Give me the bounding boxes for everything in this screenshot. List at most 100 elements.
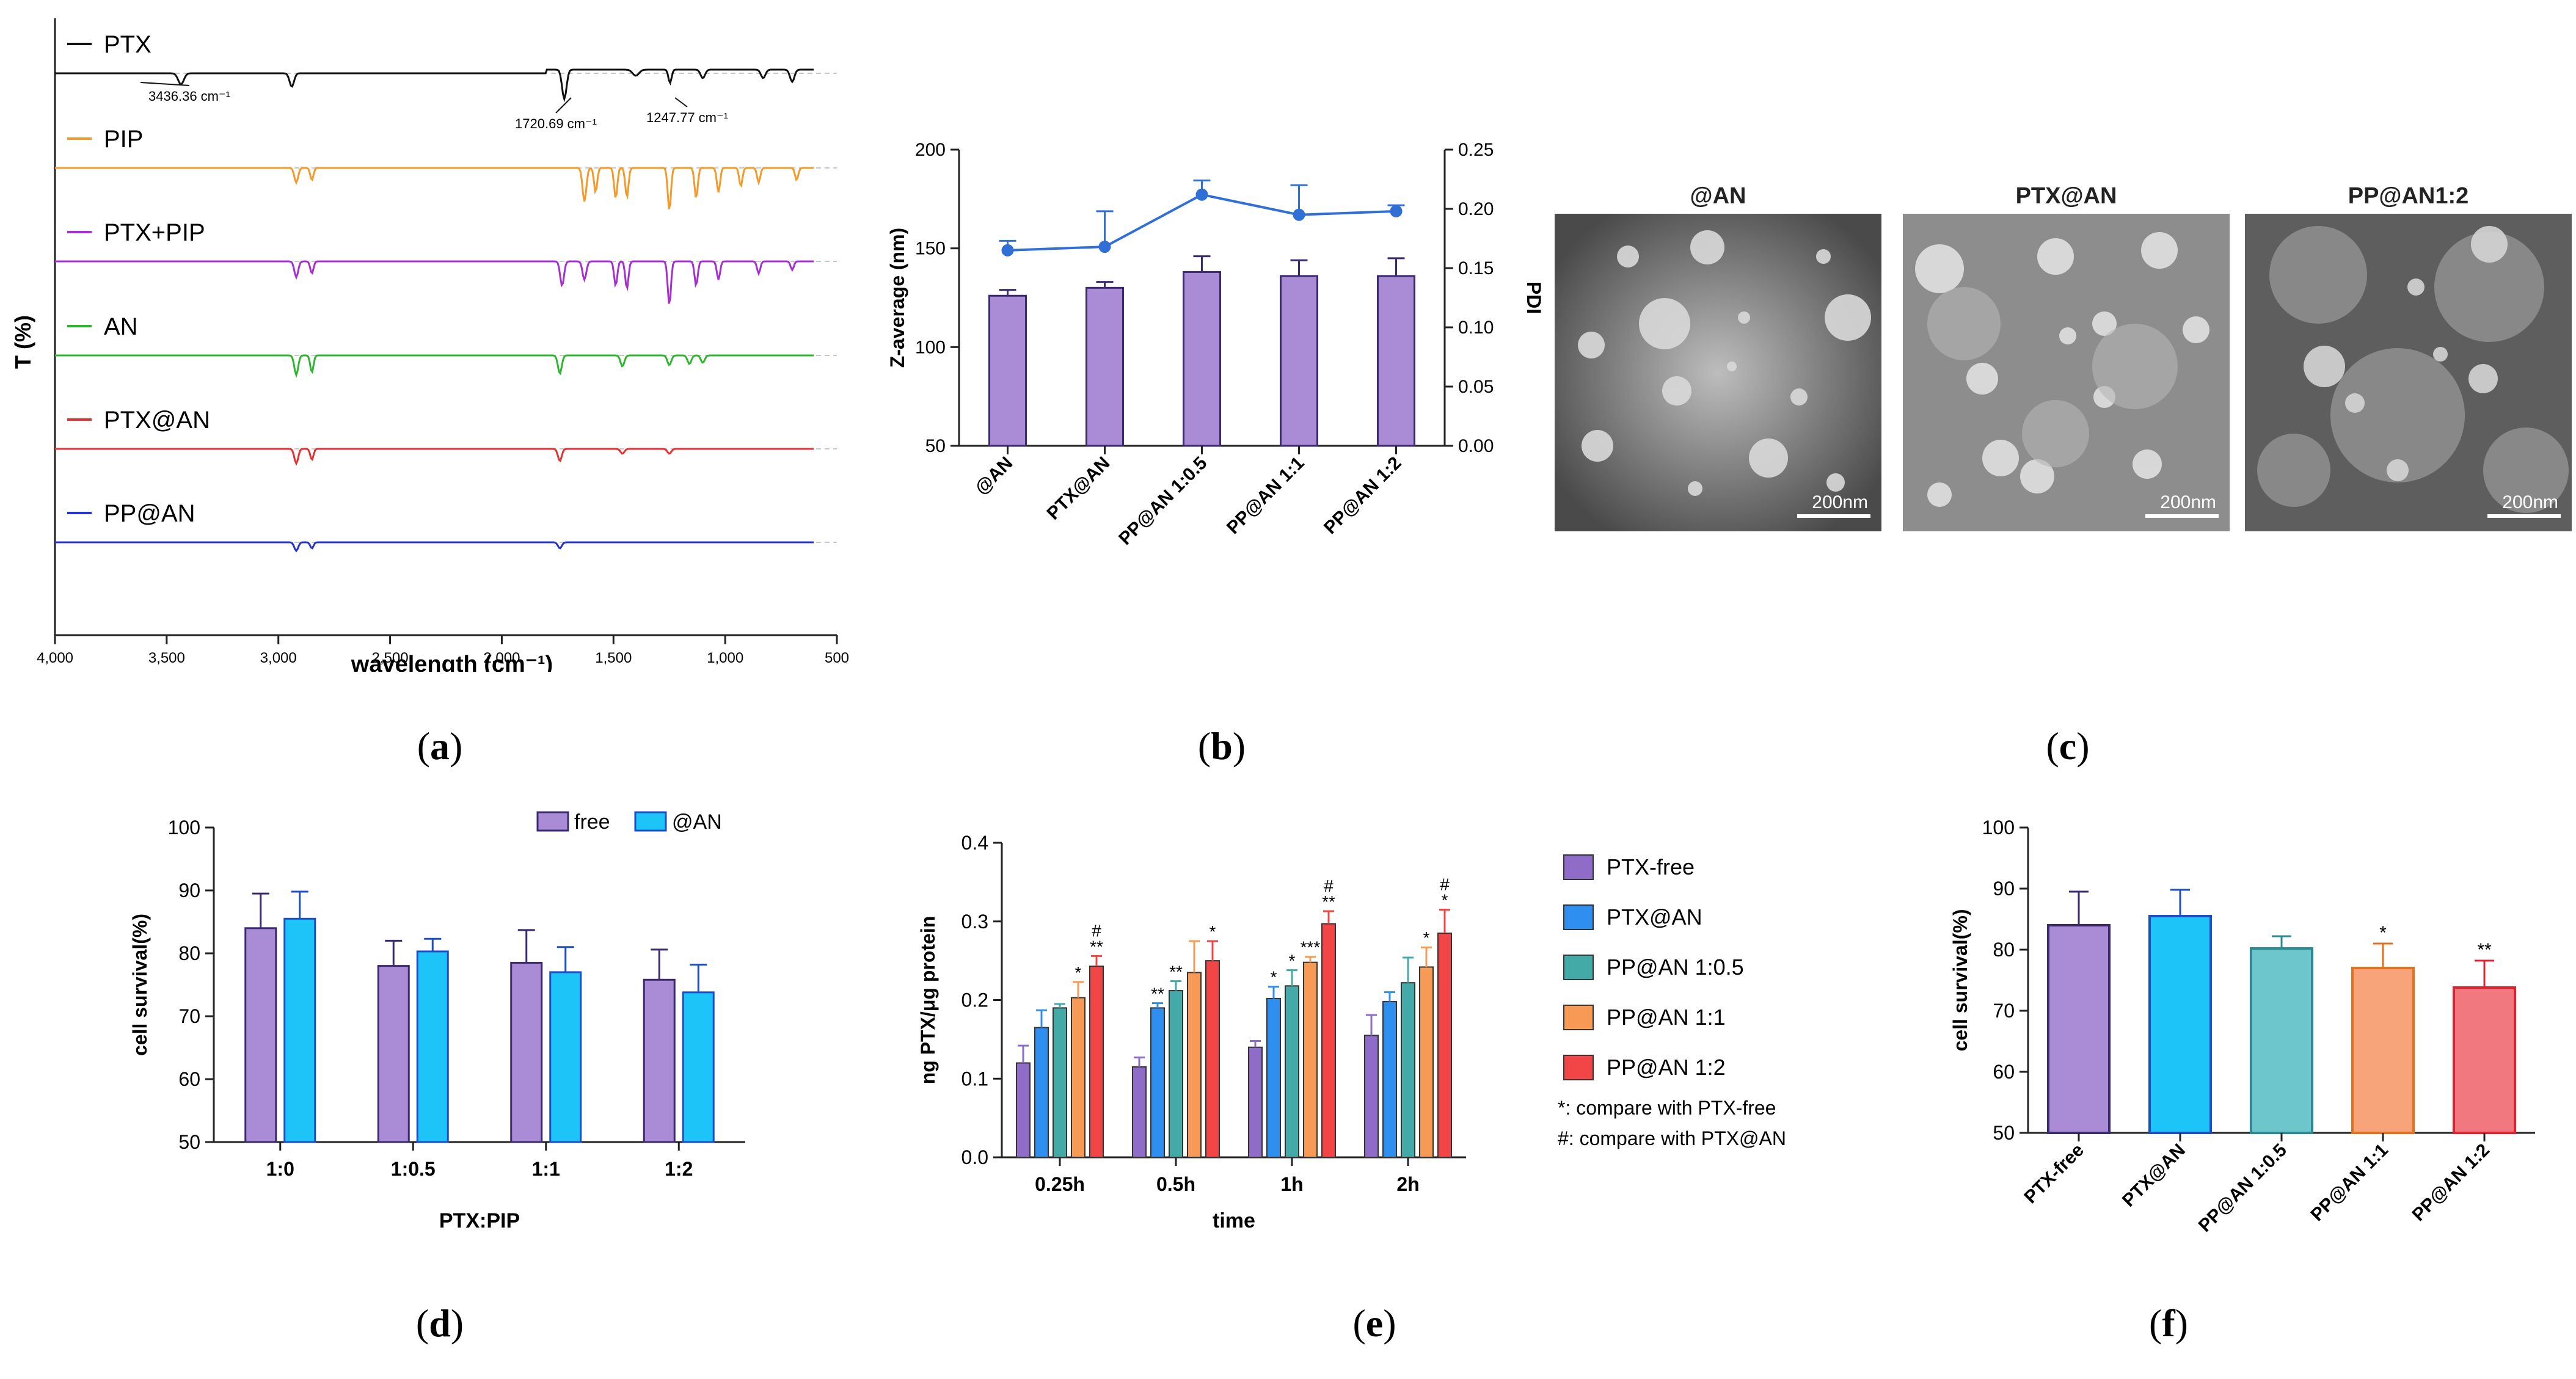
e-x-tick-label: 1h [1280, 1173, 1303, 1195]
ftir-trace-label: PTX+PIP [104, 219, 205, 246]
e-legend-swatch [1563, 904, 1594, 930]
ftir-x-tick-label: 3,500 [148, 650, 185, 666]
e-significance-mark: ** [1151, 984, 1164, 1003]
e-bar [1089, 966, 1104, 1158]
e-bar [1132, 1066, 1147, 1158]
scale-bar-2 [2145, 514, 2219, 518]
e-bar [1169, 990, 1183, 1158]
b-y2-tick-label: 0.10 [1458, 318, 1494, 338]
b-pdi-point [1390, 205, 1403, 217]
b-x-tick-label: PP@AN 1:2 [1320, 453, 1406, 539]
b-y-tick-label: 200 [915, 140, 946, 160]
b-x-tick-label: PTX@AN [1043, 453, 1114, 524]
ftir-trace-label: PP@AN [104, 500, 195, 527]
ftir-x-tick-label: 1,500 [595, 650, 632, 666]
f-x-tick-label: PP@AN 1:2 [2408, 1140, 2494, 1226]
e-legend-swatch [1563, 955, 1594, 980]
b-y-tick-label: 100 [915, 337, 946, 357]
e-legend-label: PP@AN 1:2 [1607, 1055, 1726, 1080]
e-y-tick-label: 0.3 [961, 911, 988, 933]
e-significance-hash: # [1440, 875, 1450, 893]
b-y2-tick-label: 0.15 [1458, 258, 1494, 278]
f-bar [2453, 986, 2516, 1134]
e-legend-label: PP@AN 1:1 [1607, 1005, 1726, 1030]
ftir-trace-label: PTX [104, 31, 151, 58]
e-bar [1285, 985, 1299, 1158]
e-bar [1071, 997, 1085, 1158]
d-legend-swatch [536, 811, 569, 832]
f-y-label: cell survival(%) [1949, 909, 1971, 1052]
b-y-label: Z-average (nm) [886, 228, 908, 368]
ftir-trace-label: PTX@AN [104, 407, 210, 434]
e-bar [1419, 966, 1434, 1159]
d-bar [643, 978, 676, 1143]
f-bar [2047, 924, 2111, 1134]
d-y-tick-label: 60 [178, 1068, 200, 1090]
e-significance-mark: * [1289, 951, 1296, 970]
ftir-trace-ptx-pip [55, 260, 814, 304]
e-bar [1321, 923, 1336, 1159]
e-y-tick-label: 0.4 [961, 832, 988, 854]
e-y-tick-label: 0.0 [961, 1146, 988, 1168]
f-y-tick-label: 70 [1993, 1000, 2015, 1022]
e-bar [1382, 1001, 1397, 1159]
ftir-x-label: wavelength (cm⁻¹) [351, 652, 553, 672]
f-significance-mark: * [2379, 923, 2387, 943]
e-significance-mark: * [1442, 890, 1448, 909]
e-significance-mark: * [1271, 968, 1277, 987]
e-significance-mark: ** [1322, 892, 1335, 911]
d-y-tick-label: 50 [178, 1131, 200, 1153]
e-bar [1266, 997, 1281, 1158]
dls-chart: 50 100 150 200 0.00 0.05 0.10 0.15 0.20 0.25 Z-ave… [886, 140, 1545, 549]
tem-title-1: @AN [1690, 183, 1746, 209]
b-bar [1085, 286, 1124, 447]
caption-c: (c) [2046, 724, 2090, 768]
b-y2-tick-label: 0.00 [1458, 436, 1494, 456]
e-bar [1034, 1027, 1049, 1158]
b-pdi-point [1293, 208, 1305, 221]
caption-b: (b) [1197, 724, 1246, 768]
d-x-tick-label: 1:0.5 [391, 1158, 436, 1180]
caption-e: (e) [1352, 1301, 1396, 1345]
d-legend-label: free [574, 810, 610, 834]
ftir-trace-label: AN [104, 313, 138, 340]
ftir-trace-pip [55, 167, 814, 209]
b-pdi-point [1098, 241, 1111, 253]
e-x-tick-label: 0.25h [1035, 1173, 1085, 1195]
scale-bar-1 [1797, 514, 1870, 518]
d-x-tick-label: 1:1 [532, 1158, 560, 1180]
b-bar [1280, 275, 1318, 447]
f-y-tick-label: 100 [1982, 817, 2015, 839]
f-y-tick-label: 90 [1993, 878, 2015, 900]
uptake-chart: 0.0 0.1 0.2 0.3 0.4 ng PTX/μg protein time 0.25… [917, 832, 1786, 1232]
tem-image-3: 200nm [2245, 214, 2572, 531]
ftir-x-tick-label: 2,500 [372, 650, 409, 666]
e-legend-label: PP@AN 1:0.5 [1607, 955, 1744, 980]
d-y-tick-label: 80 [178, 942, 200, 964]
d-x-tick-label: 1:2 [665, 1158, 693, 1180]
f-y-tick-label: 60 [1993, 1061, 2015, 1083]
e-bar [1437, 933, 1452, 1158]
ftir-annotation-arrow [140, 82, 190, 86]
caption-a: (a) [417, 724, 463, 768]
d-legend-swatch [634, 811, 667, 832]
tem-image-1: 200nm [1555, 214, 1881, 531]
ftir-x-tick-label: 2,000 [483, 650, 520, 666]
e-bar [1205, 960, 1220, 1158]
d-bar [377, 965, 410, 1143]
d-bar [244, 927, 277, 1143]
ftir-trace-ptx-an [55, 448, 814, 466]
e-significance-mark: * [1423, 928, 1430, 947]
ftir-x-tick-label: 4,000 [37, 650, 73, 666]
f-bar [2250, 947, 2313, 1134]
b-x-tick-label: @AN [971, 453, 1017, 499]
tem-image-2: 200nm [1903, 214, 2230, 531]
f-significance-mark: ** [2477, 940, 2492, 960]
b-y2-tick-label: 0.25 [1458, 140, 1494, 160]
b-bar [1377, 275, 1415, 447]
e-bar [1150, 1007, 1165, 1158]
e-note: #: compare with PTX@AN [1558, 1127, 1786, 1149]
ftir-annotation-label: 3436.36 cm⁻¹ [148, 89, 230, 104]
scale-bar-3 [2487, 514, 2561, 518]
ftir-x-tick-label: 3,000 [260, 650, 297, 666]
